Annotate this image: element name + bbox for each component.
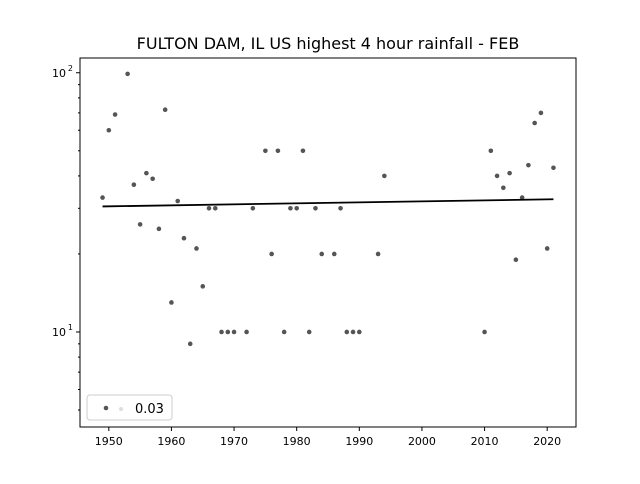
data-point (200, 284, 206, 289)
x-tick-label: 1980 (283, 435, 311, 448)
trend-line (102, 198, 554, 208)
data-point (219, 329, 224, 335)
data-point (212, 205, 218, 211)
data-point (100, 195, 105, 200)
data-point (144, 170, 149, 176)
data-point (206, 205, 212, 211)
data-point (156, 226, 162, 232)
data-point (494, 173, 500, 179)
data-point (244, 329, 249, 335)
data-point (482, 329, 487, 335)
data-point (175, 198, 180, 204)
data-point (544, 246, 550, 251)
y-tick-label-base: 10 (52, 326, 66, 339)
data-point (281, 329, 287, 335)
data-point (306, 329, 312, 335)
y-tick-label-base: 10 (52, 67, 66, 80)
data-point (344, 329, 350, 335)
data-point (269, 251, 274, 257)
legend: 0.03 (86, 394, 173, 421)
data-point (313, 205, 318, 211)
legend-marker (103, 405, 109, 411)
data-point (137, 222, 143, 227)
data-point (169, 300, 174, 305)
data-point (519, 195, 525, 200)
data-point (350, 329, 356, 335)
legend-label: 0.03 (135, 402, 164, 417)
data-point (382, 173, 387, 179)
data-point (162, 107, 168, 113)
data-point (551, 165, 556, 171)
data-point (250, 205, 256, 211)
x-tick-label: 1950 (95, 435, 123, 448)
data-point (532, 120, 537, 126)
data-point (231, 329, 237, 335)
data-point (150, 176, 155, 182)
plot-frame (79, 57, 577, 428)
y-tick-label-exponent: 2 (68, 64, 73, 73)
data-point (288, 205, 293, 211)
x-tick-label: 2010 (471, 435, 499, 448)
x-tick-label: 1990 (345, 435, 373, 448)
data-point (331, 251, 337, 257)
data-point (125, 71, 130, 77)
data-point (225, 329, 231, 335)
data-point (375, 251, 381, 257)
chart-title: FULTON DAM, IL US highest 4 hour rainfal… (137, 34, 520, 53)
data-point (357, 329, 362, 335)
data-point (526, 162, 531, 168)
data-point (181, 235, 187, 241)
data-point (294, 205, 299, 211)
x-tick-label: 2020 (533, 435, 561, 448)
data-point (131, 182, 137, 187)
data-point (507, 170, 512, 176)
data-point (263, 148, 268, 154)
data-point (319, 251, 325, 257)
data-point (338, 205, 343, 211)
data-point (501, 185, 506, 191)
x-tick-label: 1960 (157, 435, 185, 448)
data-point (300, 148, 306, 154)
data-point (194, 246, 199, 251)
data-point (488, 148, 494, 154)
data-point (106, 127, 112, 133)
data-point (187, 341, 193, 347)
y-tick-label-exponent: 1 (68, 323, 73, 332)
data-point (275, 148, 281, 154)
x-tick-label: 1970 (220, 435, 248, 448)
x-tick-label: 2000 (408, 435, 436, 448)
legend-box (86, 394, 173, 421)
data-point (538, 110, 544, 116)
legend-marker-faint (119, 407, 123, 411)
data-point (513, 257, 519, 263)
data-point (112, 112, 118, 117)
